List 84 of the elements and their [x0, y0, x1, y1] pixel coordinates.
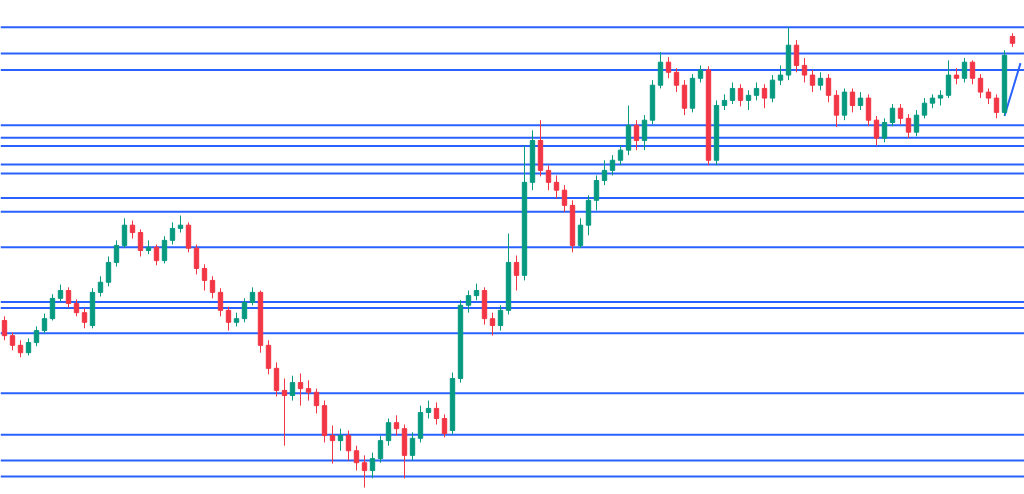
candlestick: [513, 255, 520, 292]
candlestick: [961, 57, 968, 83]
candlestick: [681, 79, 688, 116]
candlestick: [41, 313, 48, 334]
candlestick: [49, 293, 56, 321]
candlestick: [1, 315, 8, 341]
candlestick: [609, 154, 616, 176]
candlestick: [97, 275, 104, 298]
candlestick: [369, 452, 376, 479]
candlestick: [201, 263, 208, 292]
candlestick: [921, 97, 928, 119]
candlestick: [905, 113, 912, 139]
candlestick: [441, 413, 448, 438]
candlestick: [777, 64, 784, 86]
candlestick: [665, 56, 672, 79]
candlestick: [161, 235, 168, 264]
candlestick: [273, 361, 280, 397]
candlestick: [833, 89, 840, 128]
candlestick: [361, 454, 368, 489]
candlestick: [393, 414, 400, 437]
candlestick: [121, 217, 128, 249]
candlestick: [409, 431, 416, 461]
candlestick: [329, 424, 336, 465]
candlestick: [977, 73, 984, 99]
candlestick: [641, 114, 648, 151]
candlestick: [945, 59, 952, 99]
candlestick: [465, 290, 472, 314]
candlestick: [593, 174, 600, 211]
candlestick: [313, 388, 320, 414]
candlestick: [81, 308, 88, 329]
candlestick: [185, 221, 192, 253]
candlestick: [889, 103, 896, 127]
candlestick: [897, 103, 904, 125]
candlestick: [33, 325, 40, 347]
candlestick: [577, 217, 584, 249]
candlestick: [993, 93, 1000, 119]
candlestick: [241, 297, 248, 323]
candlestick: [849, 87, 856, 113]
candlestick: [113, 239, 120, 268]
candlestick: [729, 81, 736, 105]
candlestick: [881, 117, 888, 143]
candlestick: [913, 109, 920, 137]
candlestick: [65, 286, 72, 309]
candlestick: [497, 304, 504, 332]
candlestick: [217, 287, 224, 317]
candlestick: [825, 73, 832, 103]
candlestick: [545, 164, 552, 191]
candlestick: [841, 87, 848, 121]
candlestick: [169, 221, 176, 246]
candlestick: [673, 67, 680, 93]
candlestick: [153, 244, 160, 266]
candlestick: [209, 275, 216, 299]
candlestick: [865, 93, 872, 127]
candlestick: [633, 119, 640, 151]
candlestick: [761, 83, 768, 109]
candlestick: [225, 306, 232, 332]
candlestick: [105, 255, 112, 287]
candlestick: [873, 115, 880, 147]
candlestick: [193, 244, 200, 275]
candlestick: [657, 51, 664, 89]
candlestick: [801, 57, 808, 83]
candlestick: [137, 228, 144, 257]
candlestick: [553, 174, 560, 199]
candlestick: [385, 418, 392, 447]
candlestick: [265, 339, 272, 375]
candlestick: [345, 430, 352, 461]
candlestick: [561, 184, 568, 213]
candlestick: [745, 89, 752, 111]
candlestick: [353, 445, 360, 472]
candlestick: [737, 83, 744, 107]
candlestick: [617, 145, 624, 166]
candlestick: [809, 69, 816, 93]
candlestick: [793, 39, 800, 73]
candlestick: [281, 377, 288, 447]
candlestick: [305, 379, 312, 402]
candlestick: [337, 428, 344, 452]
candlestick: [297, 372, 304, 407]
candlestick: [969, 59, 976, 85]
candlestick: [433, 401, 440, 426]
candlestick: [601, 159, 608, 186]
candlestick: [769, 74, 776, 103]
candlestick: [489, 312, 496, 337]
candlestick: [377, 435, 384, 464]
candlestick: [289, 375, 296, 402]
